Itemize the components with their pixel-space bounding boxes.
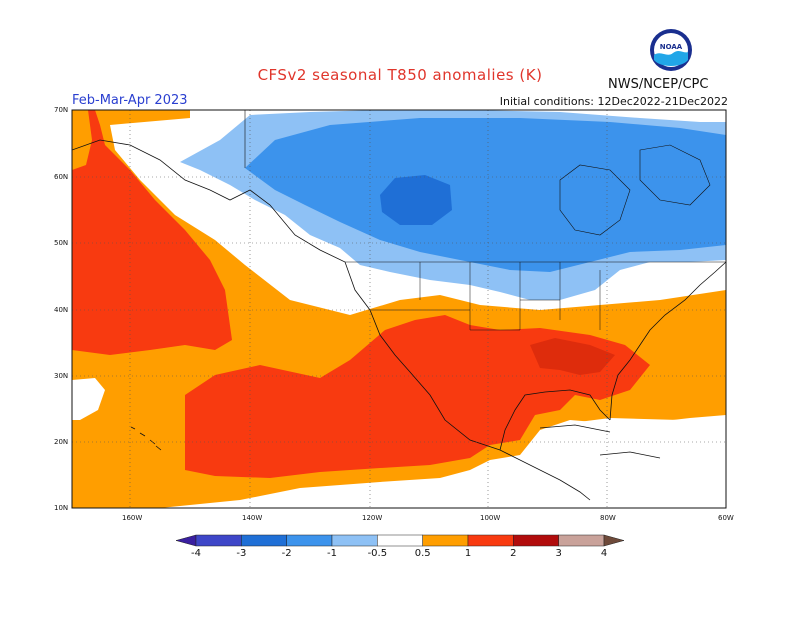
colorbar-swatch (241, 534, 287, 547)
cool-strong-region (380, 175, 452, 225)
logo: NOAA (649, 28, 693, 72)
lat-label-20n: 20N (54, 438, 69, 446)
lon-label-100w: 100W (480, 514, 501, 522)
colorbar-arrow-high (603, 534, 625, 547)
colorbar-tick-label: 3 (555, 548, 562, 559)
lat-label-10n: 10N (54, 504, 69, 512)
colorbar (175, 534, 625, 547)
colorbar-tick-label: 0.5 (414, 548, 431, 559)
colorbar-tick-label: 2 (510, 548, 517, 559)
agency-label: NWS/NCEP/CPC (608, 77, 709, 92)
colorbar-tick-label: -2 (281, 548, 292, 559)
colorbar-tick-label: 1 (464, 548, 472, 559)
coastline-north-america (72, 139, 591, 501)
warm-core-region (530, 338, 615, 375)
colorbar-swatch (331, 534, 378, 547)
colorbar-arrow-low (175, 534, 197, 547)
lon-label-160w: 160W (122, 514, 143, 522)
warm-strong-region-north (72, 110, 232, 355)
initial-conditions-label: Initial conditions: 12Dec2022-21Dec2022 (499, 95, 728, 108)
chart-title: CFSv2 seasonal T850 anomalies (K) (257, 66, 543, 84)
lat-label-40n: 40N (54, 306, 69, 314)
colorbar-swatch (422, 534, 469, 547)
cool-moderate-region (245, 118, 726, 272)
colorbar-swatch (377, 534, 423, 547)
colorbar-tick-label: -4 (191, 548, 201, 559)
lon-label-80w: 80W (600, 514, 616, 522)
colorbar-swatch (558, 534, 605, 547)
lat-label-70n: 70N (54, 106, 69, 114)
colorbar-swatch (195, 534, 242, 547)
colorbar-tick-label: -1 (327, 548, 337, 559)
colorbar-tick-label: 4 (600, 548, 608, 559)
colorbar-swatch (467, 534, 514, 547)
lon-label-60w: 60W (718, 514, 734, 522)
colorbar-tick-label: -3 (236, 548, 247, 559)
colorbar-swatch (513, 534, 559, 547)
logo-text: NOAA (660, 43, 683, 51)
lon-label-140w: 140W (242, 514, 263, 522)
lat-label-50n: 50N (54, 239, 69, 247)
colorbar-swatch (286, 534, 333, 547)
warm-strong-region-south (185, 315, 650, 478)
lon-label-120w: 120W (362, 514, 383, 522)
lat-label-30n: 30N (54, 372, 69, 380)
colorbar-tick-label: -0.5 (367, 548, 388, 559)
lat-label-60n: 60N (54, 173, 69, 181)
period-label: Feb-Mar-Apr 2023 (72, 93, 188, 108)
